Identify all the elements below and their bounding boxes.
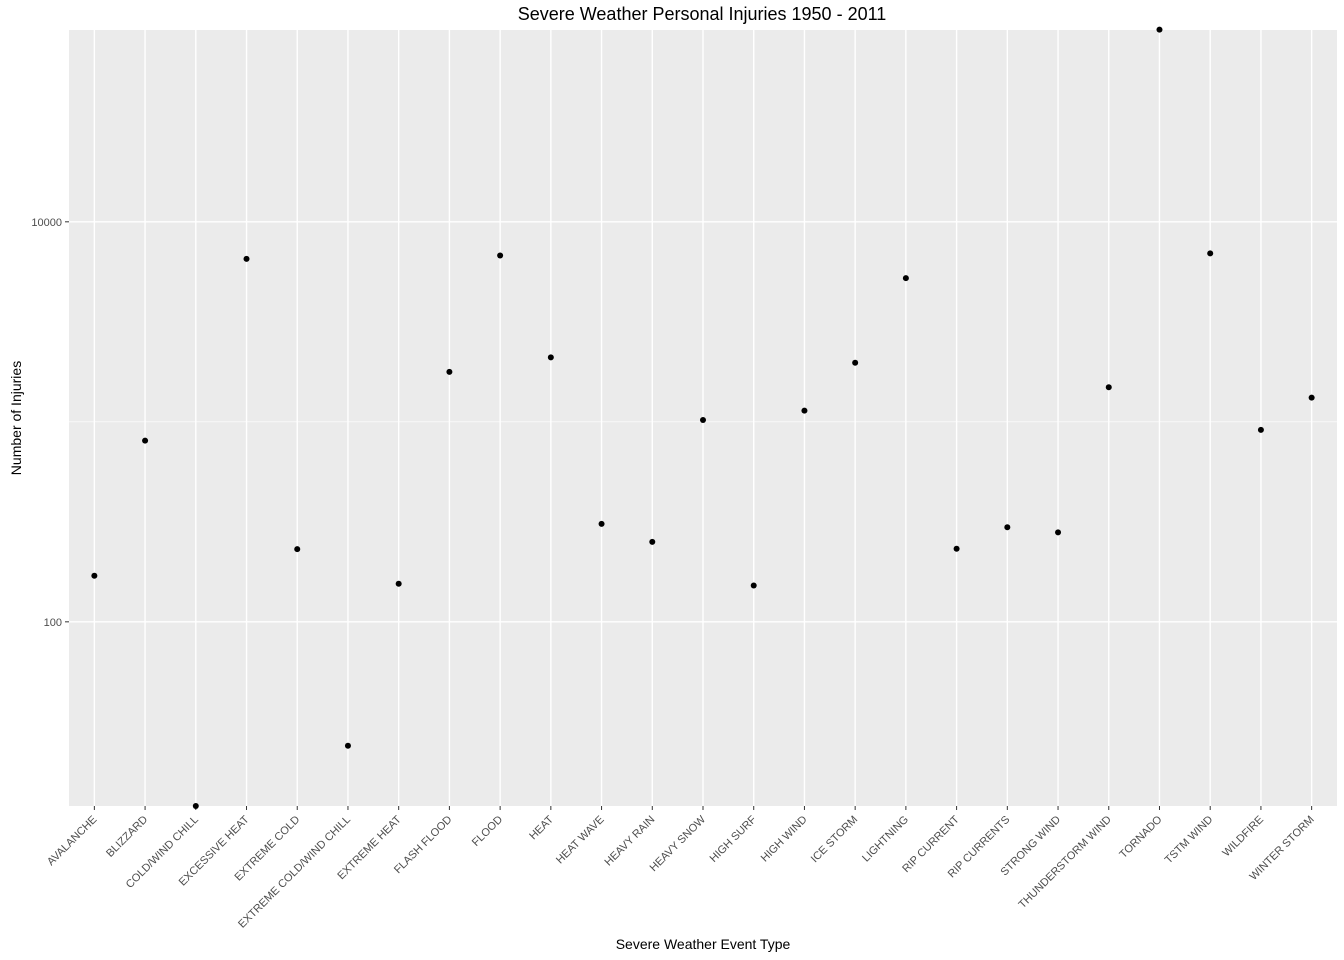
data-point [243, 255, 250, 262]
x-tick-label: TSTM WIND [1163, 814, 1216, 867]
x-axis-title: Severe Weather Event Type [616, 936, 791, 952]
y-tick-label: 100 [44, 617, 62, 629]
x-tick-label: HEAVY RAIN [603, 814, 658, 869]
data-point [649, 538, 656, 545]
x-tick-label: ICE STORM [809, 814, 861, 866]
x-tick-label: LIGHTNING [860, 814, 911, 865]
x-tick-label: THUNDERSTORM WIND [1017, 814, 1114, 911]
x-tick-label: TORNADO [1117, 813, 1165, 861]
data-point [547, 354, 554, 361]
x-tick-label: WILDFIRE [1220, 814, 1266, 860]
data-point [801, 407, 808, 414]
data-point [1207, 250, 1214, 257]
data-point [395, 580, 402, 587]
data-point [1257, 426, 1264, 433]
data-point [1308, 394, 1315, 401]
data-points [91, 26, 1315, 809]
data-point [497, 252, 504, 259]
data-point [91, 572, 98, 579]
x-tick-label: HEAT [527, 813, 556, 842]
data-point [446, 368, 453, 375]
data-point [192, 803, 199, 809]
data-point [142, 437, 149, 444]
data-point [598, 520, 605, 527]
y-axis: 100 10000 [31, 217, 69, 629]
x-tick-label: AVALANCHE [45, 814, 99, 868]
grid-lines [69, 30, 1337, 806]
data-point [700, 417, 706, 424]
y-axis-title: Number of Injuries [8, 361, 24, 475]
x-tick-label: HIGH SURF [708, 813, 759, 864]
data-point [294, 546, 301, 553]
data-point [1055, 529, 1062, 536]
data-point [953, 545, 960, 552]
y-tick-label: 10000 [31, 217, 62, 229]
data-point [344, 742, 351, 749]
data-point [1004, 524, 1011, 531]
data-point [902, 275, 909, 282]
data-point [1156, 26, 1163, 33]
data-point [750, 582, 757, 589]
x-tick-label: HEAT WAVE [554, 814, 607, 867]
x-tick-label: HIGH WIND [759, 814, 810, 865]
x-tick-label: BLIZZARD [104, 814, 150, 860]
chart-title: Severe Weather Personal Injuries 1950 - … [518, 4, 887, 24]
data-point [852, 359, 859, 366]
x-tick-label: FLOOD [470, 814, 505, 849]
data-point [1105, 384, 1112, 391]
